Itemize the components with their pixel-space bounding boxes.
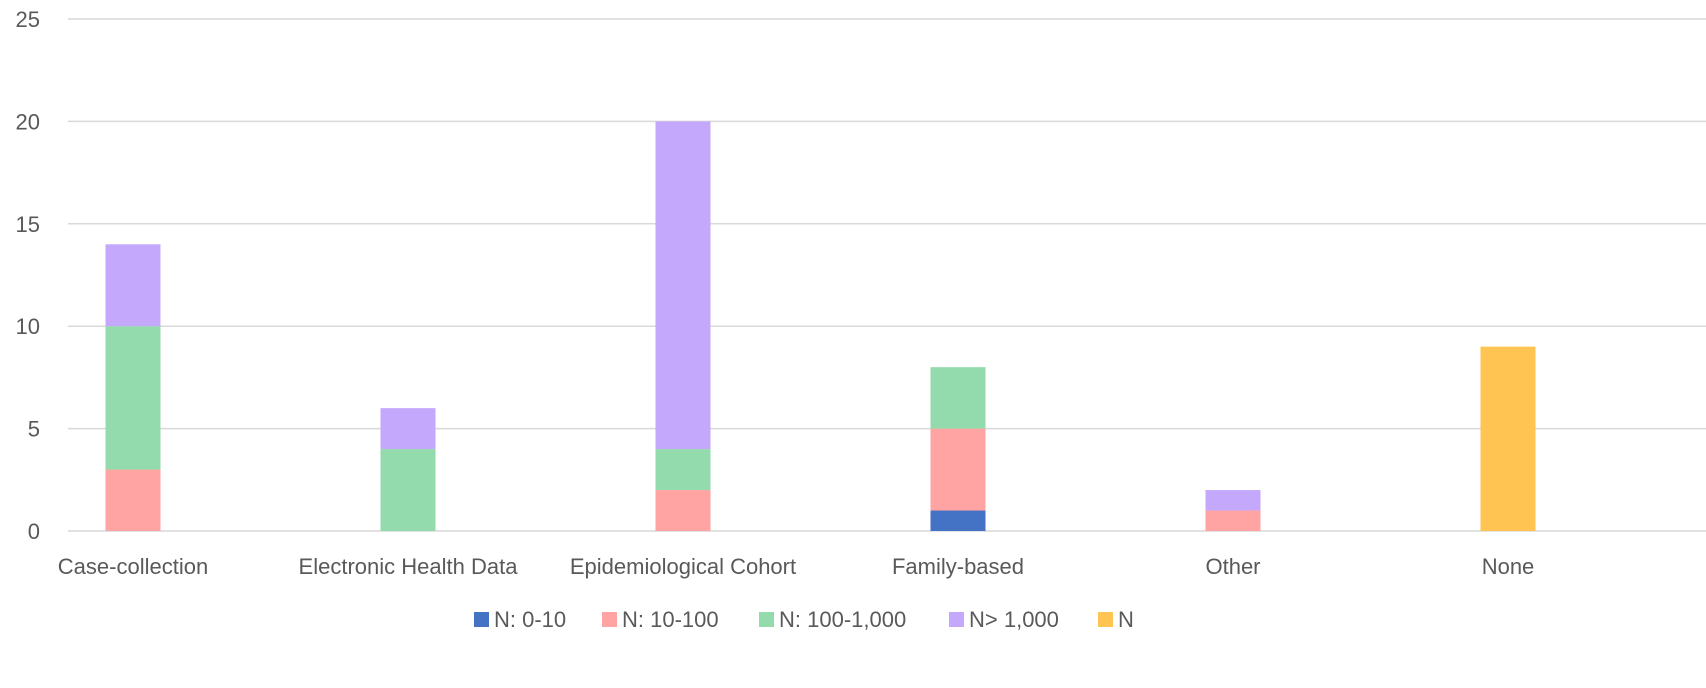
x-category-label: Epidemiological Cohort [570, 554, 796, 579]
bar-segment [655, 490, 711, 531]
legend-swatch [474, 612, 489, 627]
legend-label: N: 10-100 [622, 607, 719, 632]
x-category-label: None [1482, 554, 1535, 579]
bar-segment [105, 244, 161, 327]
bar-segment [930, 428, 986, 511]
legend-swatch [1098, 612, 1113, 627]
bar-segment [105, 326, 161, 470]
legend-label: N: 0-10 [494, 607, 566, 632]
gridlines [68, 18, 1706, 532]
bar-segment [655, 449, 711, 491]
bar-segment [380, 408, 436, 450]
y-tick-label: 10 [16, 314, 40, 339]
x-category-label: Family-based [892, 554, 1024, 579]
y-tick-label: 20 [16, 109, 40, 134]
x-category-label: Electronic Health Data [299, 554, 519, 579]
legend-label: N> 1,000 [969, 607, 1059, 632]
legend-swatch [602, 612, 617, 627]
bar-segment [930, 367, 986, 429]
legend: N: 0-10 N: 10-100 N: 100-1,000 N> 1,000 N [474, 607, 1134, 632]
bar-segment [1205, 510, 1261, 531]
bars [105, 121, 1536, 531]
bar-segment [930, 510, 986, 531]
x-axis-category-labels: Case-collection Electronic Health Data Epi… [58, 554, 1535, 579]
legend-swatch [949, 612, 964, 627]
y-tick-label: 15 [16, 212, 40, 237]
y-axis-tick-labels: 0 5 10 15 20 25 [16, 7, 40, 544]
bar-segment [655, 121, 711, 450]
bar-segment [380, 449, 436, 531]
bar-segment [1205, 490, 1261, 511]
legend-label: N [1118, 607, 1134, 632]
x-category-label: Other [1205, 554, 1260, 579]
legend-swatch [759, 612, 774, 627]
x-category-label: Case-collection [58, 554, 208, 579]
bar-segment [1480, 346, 1536, 531]
legend-label: N: 100-1,000 [779, 607, 906, 632]
y-tick-label: 0 [28, 519, 40, 544]
y-tick-label: 5 [28, 417, 40, 442]
y-tick-label: 25 [16, 7, 40, 32]
bar-segment [105, 469, 161, 531]
